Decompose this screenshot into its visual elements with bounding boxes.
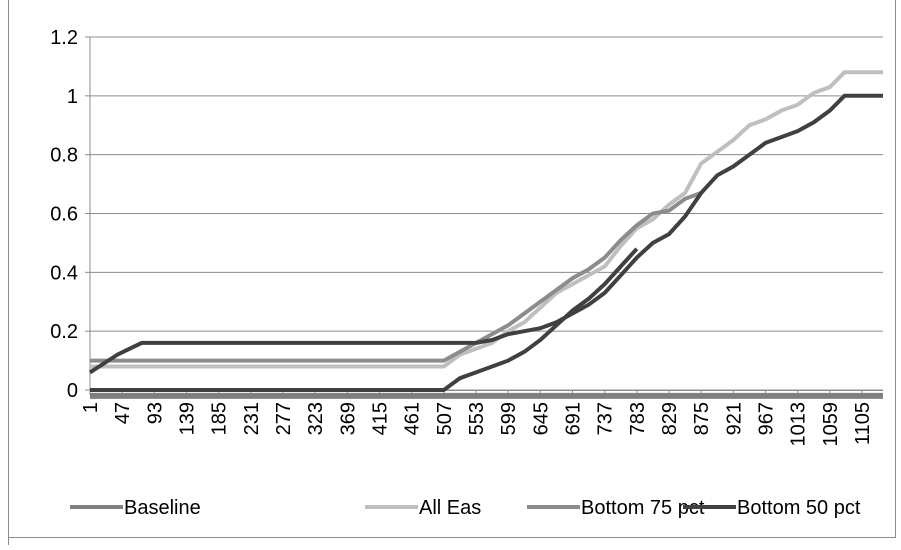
y-tick-label: 0.6 [50,204,78,226]
series-line-unlabeled [90,247,639,392]
series-line-all-eas [90,70,883,369]
y-tick-label: 0.2 [50,321,78,343]
x-tick-label: 691 [563,402,585,435]
x-tick-label: 415 [370,402,392,435]
y-tick-label: 0.4 [50,262,78,284]
x-tick-label: 461 [402,402,424,435]
x-tick-label: 875 [691,402,713,435]
x-tick-label: 967 [756,402,778,435]
x-tick-label: 323 [305,402,327,435]
x-tick-label: 1013 [788,402,810,447]
x-tick-label: 783 [627,402,649,435]
legend-baseline-label: Baseline [124,497,201,519]
x-tick-label: 1105 [852,402,874,445]
x-tick-label: 93 [144,402,166,424]
x-tick-label: 277 [273,402,295,435]
legend-bottom-75-pct-label: Bottom 75 pct [581,497,705,519]
x-tick-label: 507 [434,402,456,435]
x-tick-label: 645 [530,402,552,435]
x-tick-label: 369 [337,402,359,435]
series-line-bottom-50-pct [88,93,883,375]
x-tick-label: 139 [177,402,199,435]
legend-bottom-50-pct-label: Bottom 50 pct [737,497,861,519]
x-tick-label: 1 [80,402,102,413]
x-tick-label: 553 [466,402,488,435]
y-tick-label: 0.8 [50,145,78,167]
legend-all-eas-label: All Eas [419,497,481,519]
x-tick-label: 829 [659,402,681,435]
x-tick-label: 1059 [820,402,842,447]
x-tick-label: 185 [209,402,231,435]
y-tick-label: 0 [67,380,78,402]
x-tick-label: 231 [241,402,263,435]
x-tick-label: 599 [498,402,520,435]
y-tick-label: 1 [67,86,78,108]
x-tick-label: 921 [723,402,745,435]
y-tick-label: 1.2 [50,27,78,49]
x-tick-label: 737 [595,402,617,435]
x-tick-label: 47 [112,402,134,424]
